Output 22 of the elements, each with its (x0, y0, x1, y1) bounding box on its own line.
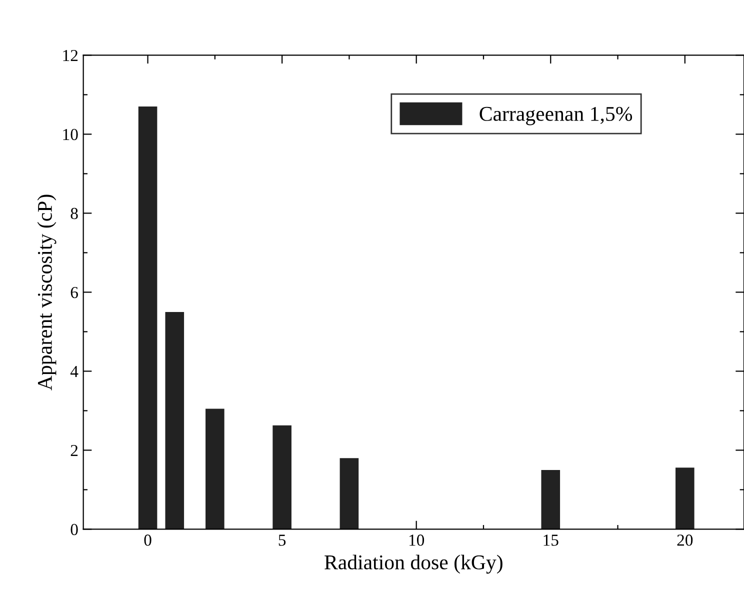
y-tick-label: 0 (70, 524, 78, 536)
x-tick-label: 10 (409, 534, 424, 546)
bar (541, 470, 560, 530)
y-tick-label: 4 (70, 366, 78, 377)
bar (206, 408, 224, 530)
y-tick-label: 10 (63, 128, 78, 140)
bar (676, 468, 694, 530)
y-axis-title: Apparent viscosity (cP) (37, 194, 56, 390)
y-tick-label: 8 (70, 208, 78, 220)
bar (138, 106, 158, 530)
y-tick-label: 6 (70, 286, 78, 298)
x-tick-label: 20 (677, 534, 693, 546)
bar (340, 458, 359, 530)
x-axis-title: Radiation dose (kGy) (324, 554, 502, 574)
bar (165, 312, 184, 530)
x-tick-label: 15 (544, 534, 558, 546)
y-tick-label: 2 (70, 444, 78, 456)
x-tick-label: 5 (278, 534, 286, 546)
legend-label: Carrageenan 1,5% (480, 106, 632, 126)
y-tick-label: 12 (63, 50, 78, 61)
x-tick-label: 0 (144, 534, 152, 546)
bar (272, 425, 292, 530)
